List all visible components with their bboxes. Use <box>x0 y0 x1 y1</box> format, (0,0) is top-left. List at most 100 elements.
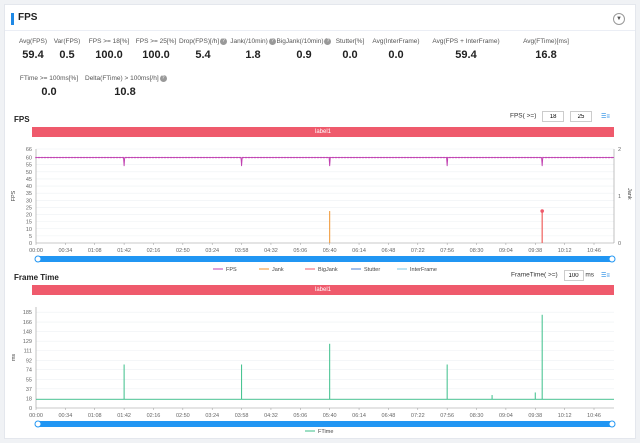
series-marker <box>563 156 565 159</box>
series-marker <box>164 156 166 159</box>
x-tick-label: 00:00 <box>29 248 43 254</box>
series-marker <box>119 156 121 159</box>
metric-value: 0.5 <box>59 49 75 61</box>
card-header: FPS ▼ <box>5 5 635 31</box>
legend-label: Jank <box>272 267 284 273</box>
series-marker <box>38 156 40 159</box>
series-marker <box>95 156 97 159</box>
series-marker <box>68 156 70 159</box>
x-tick-label: 05:06 <box>293 248 307 254</box>
fps-threshold-input-1[interactable] <box>542 111 565 122</box>
metric-label: Jank(/10min)? <box>213 38 293 45</box>
series-marker <box>350 156 352 159</box>
y-tick-label: 10 <box>26 227 32 233</box>
series-marker <box>419 156 421 159</box>
title-accent-bar <box>11 13 14 25</box>
series-marker <box>128 156 130 159</box>
list-settings-icon[interactable]: ☰≡ <box>601 273 610 279</box>
fps-threshold-input-2[interactable] <box>570 111 592 122</box>
series-marker <box>506 156 508 159</box>
x-tick-label: 08:30 <box>470 413 484 419</box>
series-marker <box>134 156 136 159</box>
fps-threshold-control: FPS( >=) <box>510 111 592 122</box>
metric-r1-4: Drop(FPS)[/h]? 5.4 <box>163 38 243 61</box>
metric-r1-6: BigJank(/10min)? 0.9 <box>264 38 344 61</box>
series-marker <box>470 156 472 159</box>
series-marker <box>491 156 493 159</box>
metric-value: 5.4 <box>195 49 211 62</box>
series-marker <box>314 156 316 159</box>
zoom-handle-left <box>34 420 42 428</box>
series-marker <box>41 156 43 159</box>
series-marker <box>485 156 487 159</box>
x-tick-label: 00:34 <box>58 248 72 254</box>
series-marker <box>275 156 277 159</box>
series-marker <box>584 156 586 159</box>
y-tick-label: 30 <box>26 198 32 204</box>
frametime-unit: ms <box>585 271 595 279</box>
x-tick-label: 03:58 <box>235 413 249 419</box>
series-marker <box>140 156 142 159</box>
series-marker <box>611 156 613 159</box>
y-tick-label: 66 <box>26 147 32 153</box>
frametime-section-title: Frame Time <box>14 273 59 282</box>
help-icon[interactable]: ? <box>159 75 167 82</box>
series-marker <box>74 156 76 159</box>
series-marker <box>71 156 73 159</box>
metric-label: Avg(FPS + InterFrame) <box>432 38 500 45</box>
x-tick-label: 01:42 <box>117 248 131 254</box>
y2-tick-label: 0 <box>618 241 621 247</box>
series-marker <box>239 156 241 159</box>
series-marker <box>365 156 367 159</box>
series-marker <box>212 156 214 159</box>
series-marker <box>455 156 457 159</box>
series-marker <box>98 156 100 159</box>
series-marker <box>335 156 337 159</box>
series-marker <box>326 156 328 159</box>
series-marker <box>116 156 118 159</box>
series-marker <box>446 156 448 159</box>
series-marker <box>284 156 286 159</box>
metric-r1-1: Var(FPS) 0.5 <box>27 38 107 61</box>
chevron-down-icon[interactable]: ▼ <box>613 13 625 25</box>
series-marker <box>500 156 502 159</box>
series-marker <box>557 156 559 159</box>
help-icon[interactable]: ? <box>324 38 332 45</box>
series-marker <box>215 156 217 159</box>
series-marker <box>407 156 409 159</box>
metric-value: 100.0 <box>95 49 123 61</box>
help-icon[interactable]: ? <box>220 38 228 45</box>
y-tick-label: 35 <box>26 191 32 197</box>
metric-value: 59.4 <box>22 49 44 61</box>
x-tick-label: 02:16 <box>147 248 161 254</box>
metric-r2-1: Delta(FTime) > 100ms[/h]? 10.8 <box>85 75 167 98</box>
series-marker <box>167 156 169 159</box>
series-marker <box>257 156 259 159</box>
series-marker <box>575 156 577 159</box>
x-tick-label: 07:56 <box>440 413 454 419</box>
series-marker <box>533 156 535 159</box>
series-marker <box>263 156 265 159</box>
series-marker <box>494 156 496 159</box>
series-marker <box>347 156 349 159</box>
metric-label: Avg(FPS) <box>18 38 48 45</box>
series-marker <box>197 156 199 159</box>
y-tick-label: 74 <box>26 368 32 374</box>
series-marker <box>281 156 283 159</box>
x-tick-label: 10:12 <box>558 248 572 254</box>
series-marker <box>605 156 607 159</box>
x-tick-label: 02:50 <box>176 248 190 254</box>
series-marker <box>233 156 235 159</box>
series-marker <box>272 156 274 159</box>
series-marker <box>65 156 67 159</box>
series-marker <box>593 156 595 159</box>
fps-label-banner: label1 <box>32 127 614 137</box>
series-marker <box>590 156 592 159</box>
help-icon[interactable]: ? <box>268 38 276 45</box>
series-marker <box>179 156 181 159</box>
x-tick-label: 03:24 <box>205 248 219 254</box>
series-marker <box>560 156 562 159</box>
series-marker <box>431 156 433 159</box>
list-settings-icon[interactable]: ☰≡ <box>601 114 610 120</box>
series-marker <box>203 156 205 159</box>
